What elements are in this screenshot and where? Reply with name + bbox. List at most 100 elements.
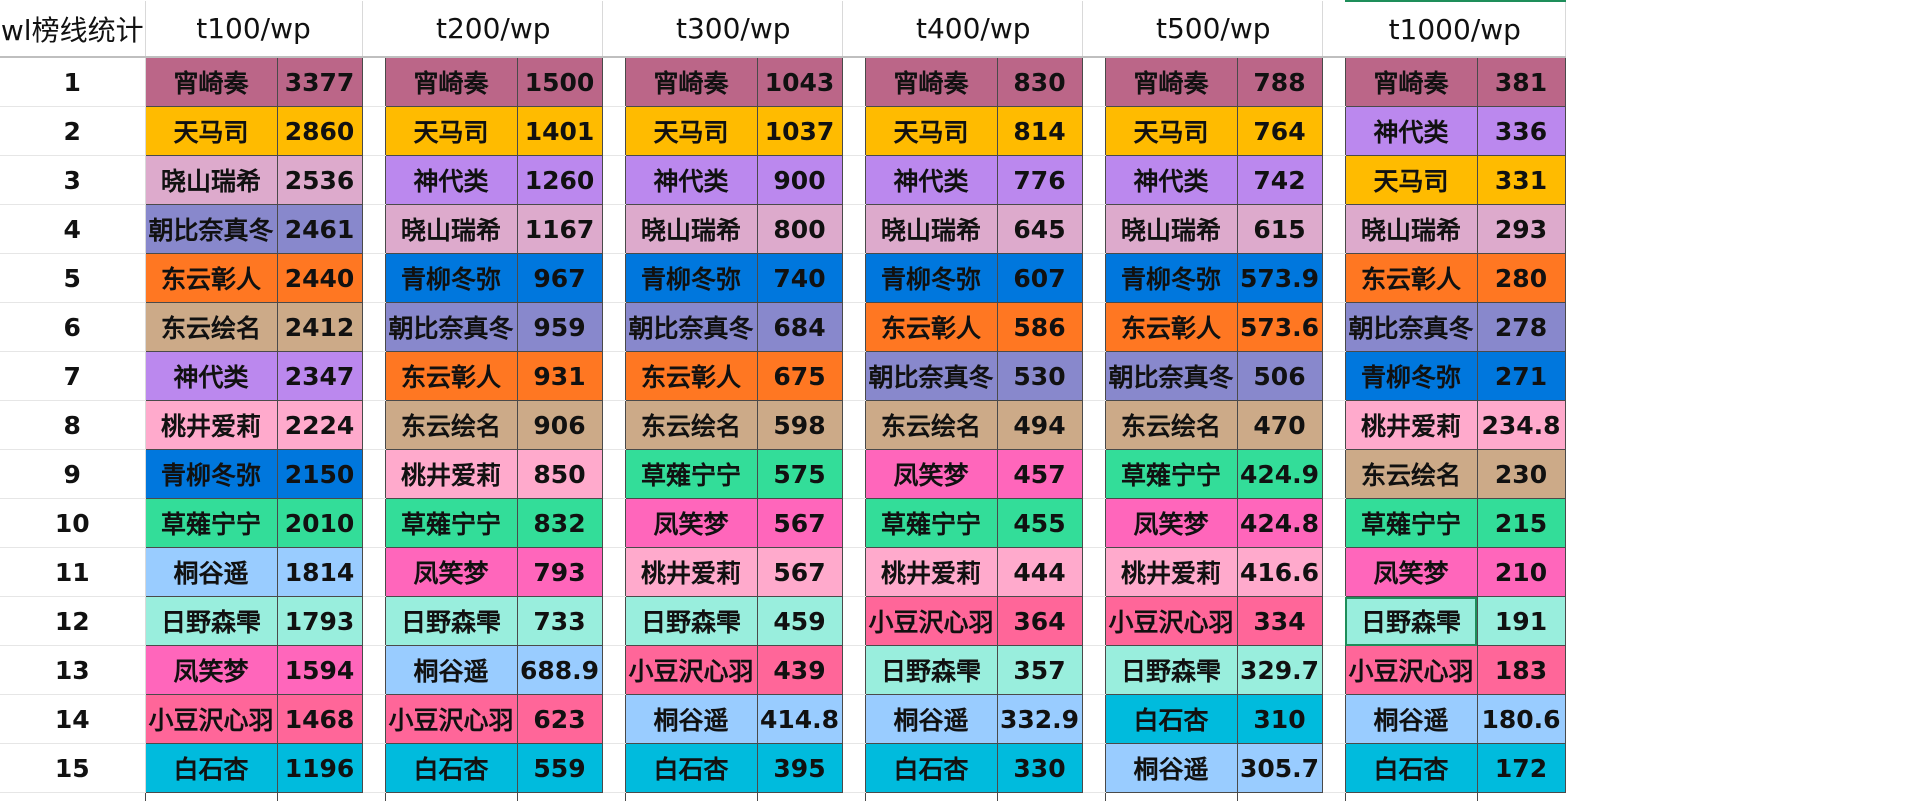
gap-cell[interactable] xyxy=(1082,204,1105,254)
value-cell[interactable]: 310 xyxy=(1236,694,1323,744)
value-cell[interactable] xyxy=(1236,792,1322,801)
rank-cell[interactable]: 11 xyxy=(0,547,146,597)
gap-cell[interactable] xyxy=(1322,793,1345,801)
value-cell[interactable]: 733 xyxy=(516,596,603,646)
gap-cell[interactable] xyxy=(362,351,385,401)
value-cell[interactable] xyxy=(996,792,1082,801)
value-cell[interactable]: 2536 xyxy=(276,155,363,205)
name-cell[interactable]: 青柳冬弥 xyxy=(1344,351,1478,401)
name-cell[interactable]: 白石杏 xyxy=(1344,743,1478,793)
gap-cell[interactable] xyxy=(1082,106,1105,156)
value-cell[interactable]: 336 xyxy=(1476,106,1566,156)
name-cell[interactable]: 凤笑梦 xyxy=(624,498,758,548)
value-cell[interactable]: 959 xyxy=(516,302,603,352)
rank-cell[interactable]: 9 xyxy=(0,449,146,499)
value-cell[interactable]: 330 xyxy=(996,743,1083,793)
name-cell[interactable]: 桃井爱莉 xyxy=(144,400,278,450)
gap-cell[interactable] xyxy=(602,351,625,401)
value-cell[interactable]: 675 xyxy=(756,351,843,401)
gap-cell[interactable] xyxy=(602,743,625,793)
gap-cell[interactable] xyxy=(602,57,625,107)
gap-cell[interactable] xyxy=(1082,449,1105,499)
value-cell[interactable]: 688.9 xyxy=(516,645,603,695)
value-cell[interactable]: 215 xyxy=(1476,498,1566,548)
name-cell[interactable]: 凤笑梦 xyxy=(1344,547,1478,597)
gap-cell[interactable] xyxy=(1082,596,1105,646)
block-header-4[interactable]: t400/wp xyxy=(865,1,1083,58)
value-cell[interactable]: 424.8 xyxy=(1236,498,1323,548)
gap-cell[interactable] xyxy=(842,645,865,695)
name-cell[interactable]: 草薙宁宁 xyxy=(1344,498,1478,548)
name-cell[interactable]: 桃井爱莉 xyxy=(864,547,998,597)
corner-header-cell[interactable]: wl榜线统计 xyxy=(0,1,146,58)
value-cell[interactable]: 364 xyxy=(996,596,1083,646)
value-cell[interactable]: 191 xyxy=(1476,596,1566,646)
value-cell[interactable]: 764 xyxy=(1236,106,1323,156)
name-cell[interactable]: 桃井爱莉 xyxy=(1104,547,1238,597)
gap-cell[interactable] xyxy=(602,547,625,597)
name-cell[interactable]: 东云彰人 xyxy=(1344,253,1478,303)
gap-cell[interactable] xyxy=(1082,1,1105,58)
gap-cell[interactable] xyxy=(602,596,625,646)
gap-cell[interactable] xyxy=(362,743,385,793)
gap-cell[interactable] xyxy=(842,57,865,107)
value-cell[interactable]: 1167 xyxy=(516,204,603,254)
name-cell[interactable]: 神代类 xyxy=(384,155,518,205)
value-cell[interactable]: 1468 xyxy=(276,694,363,744)
value-cell[interactable]: 900 xyxy=(756,155,843,205)
value-cell[interactable]: 357 xyxy=(996,645,1083,695)
value-cell[interactable]: 210 xyxy=(1476,547,1566,597)
rank-cell[interactable]: 10 xyxy=(0,498,146,548)
value-cell[interactable]: 607 xyxy=(996,253,1083,303)
rank-cell[interactable]: 1 xyxy=(0,57,146,107)
value-cell[interactable]: 444 xyxy=(996,547,1083,597)
name-cell[interactable]: 宵崎奏 xyxy=(624,56,758,107)
name-cell[interactable]: 晓山瑞希 xyxy=(864,204,998,254)
name-cell[interactable]: 桃井爱莉 xyxy=(384,449,518,499)
value-cell[interactable]: 776 xyxy=(996,155,1083,205)
name-cell[interactable]: 晓山瑞希 xyxy=(144,155,278,205)
gap-cell[interactable] xyxy=(1322,204,1345,254)
gap-cell[interactable] xyxy=(1082,645,1105,695)
gap-cell[interactable] xyxy=(842,449,865,499)
name-cell[interactable]: 东云彰人 xyxy=(144,253,278,303)
gap-cell[interactable] xyxy=(362,694,385,744)
value-cell[interactable]: 684 xyxy=(756,302,843,352)
value-cell[interactable]: 305.7 xyxy=(1236,743,1323,793)
gap-cell[interactable] xyxy=(362,596,385,646)
name-cell[interactable]: 凤笑梦 xyxy=(864,449,998,499)
gap-cell[interactable] xyxy=(362,57,385,107)
gap-cell[interactable] xyxy=(842,204,865,254)
gap-cell[interactable] xyxy=(602,498,625,548)
value-cell[interactable]: 172 xyxy=(1476,743,1566,793)
gap-cell[interactable] xyxy=(1322,351,1345,401)
value-cell[interactable]: 559 xyxy=(516,743,603,793)
name-cell[interactable]: 日野森雫 xyxy=(624,596,758,646)
name-cell[interactable]: 朝比奈真冬 xyxy=(144,204,278,254)
name-cell[interactable]: 晓山瑞希 xyxy=(624,204,758,254)
value-cell[interactable]: 615 xyxy=(1236,204,1323,254)
value-cell[interactable]: 293 xyxy=(1476,204,1566,254)
name-cell[interactable]: 小豆沢心羽 xyxy=(1344,645,1478,695)
value-cell[interactable]: 1260 xyxy=(516,155,603,205)
rank-cell[interactable]: 3 xyxy=(0,155,146,205)
gap-cell[interactable] xyxy=(1322,57,1345,107)
value-cell[interactable]: 598 xyxy=(756,400,843,450)
name-cell[interactable]: 桃井爱莉 xyxy=(624,547,758,597)
gap-cell[interactable] xyxy=(842,694,865,744)
rank-cell[interactable]: 12 xyxy=(0,596,146,646)
value-cell[interactable]: 234.8 xyxy=(1476,400,1566,450)
value-cell[interactable]: 740 xyxy=(756,253,843,303)
value-cell[interactable]: 2150 xyxy=(276,449,363,499)
value-cell[interactable]: 414.8 xyxy=(756,694,843,744)
value-cell[interactable] xyxy=(756,792,842,801)
gap-cell[interactable] xyxy=(1082,400,1105,450)
name-cell[interactable]: 白石杏 xyxy=(624,743,758,793)
gap-cell[interactable] xyxy=(1082,547,1105,597)
name-cell[interactable]: 宵崎奏 xyxy=(384,56,518,107)
gap-cell[interactable] xyxy=(602,302,625,352)
value-cell[interactable]: 334 xyxy=(1236,596,1323,646)
name-cell[interactable]: 白石杏 xyxy=(384,743,518,793)
name-cell[interactable] xyxy=(1104,792,1237,801)
name-cell[interactable]: 草薙宁宁 xyxy=(384,498,518,548)
